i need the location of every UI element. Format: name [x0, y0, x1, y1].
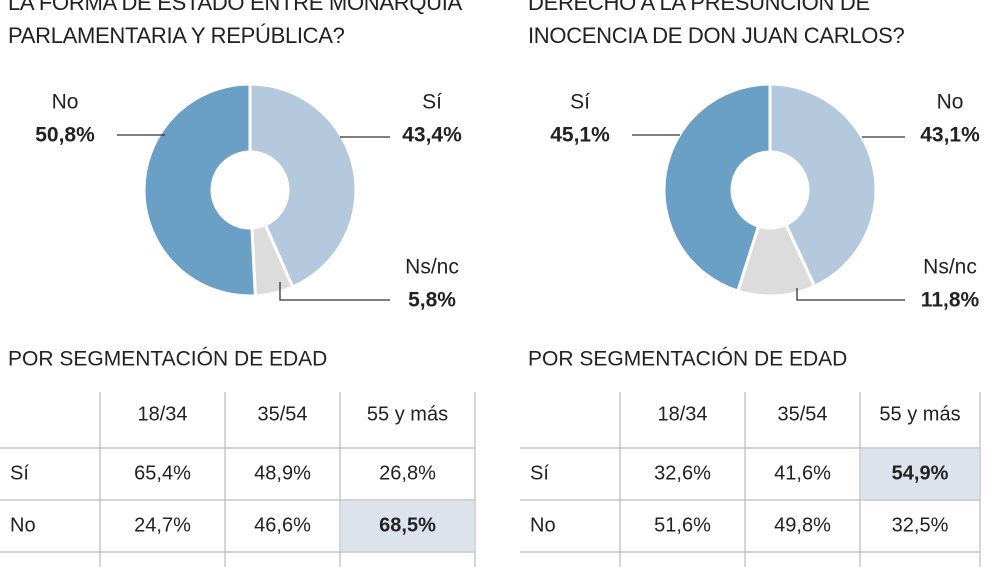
table-heading: POR SEGMENTACIÓN DE EDAD [8, 348, 327, 371]
table-cell: 26,8% [379, 462, 436, 484]
table-cell: 41,6% [774, 462, 831, 484]
table-cell: 48,9% [254, 462, 311, 484]
value-label: 11,8% [921, 289, 980, 312]
donut-segment [662, 82, 772, 293]
table-cell: 46,6% [254, 514, 311, 536]
table-cell: 32,5% [892, 514, 949, 536]
leader-line [279, 282, 390, 301]
column-header: 18/34 [137, 403, 187, 425]
row-label: Sí [10, 462, 29, 484]
value-label: 45,1% [550, 124, 610, 147]
table-cell: 65,4% [134, 462, 191, 484]
value-label: 43,1% [920, 124, 980, 147]
category-label: No [52, 91, 79, 114]
chart-title: LA FORMA DE ESTADO ENTRE MONARQUÍA [8, 0, 463, 15]
value-label: 50,8% [35, 124, 95, 147]
table-cell: 68,5% [379, 514, 436, 536]
highlight-cell [861, 449, 979, 499]
table-cell: 51,6% [654, 514, 711, 536]
chart-title: INOCENCIA DE DON JUAN CARLOS? [528, 23, 904, 48]
chart-title: DERECHO A LA PRESUNCIÓN DE [528, 0, 870, 15]
table-cell: 54,9% [892, 462, 949, 484]
column-header: 55 y más [879, 403, 960, 425]
leader-line [796, 288, 905, 301]
table-cell: 49,8% [774, 514, 831, 536]
table-heading: POR SEGMENTACIÓN DE EDAD [528, 348, 847, 371]
column-header: 18/34 [657, 403, 707, 425]
donut-segment [248, 82, 358, 289]
column-header: 35/54 [777, 403, 827, 425]
donut-segment [768, 82, 878, 289]
value-label: 5,8% [408, 289, 456, 312]
row-label: Sí [530, 462, 549, 484]
table-cell: 32,6% [654, 462, 711, 484]
value-label: 43,4% [402, 124, 462, 147]
column-header: 35/54 [257, 403, 307, 425]
category-label: No [937, 91, 964, 114]
chart-title: PARLAMENTARIA Y REPÚBLICA? [8, 23, 345, 48]
column-header: 55 y más [367, 403, 448, 425]
donut-segment [142, 82, 257, 298]
category-label: Ns/nc [405, 256, 459, 279]
category-label: Sí [570, 91, 590, 114]
category-label: Sí [422, 91, 442, 114]
highlight-cell [341, 501, 474, 551]
row-label: No [10, 514, 36, 536]
category-label: Ns/nc [923, 256, 977, 279]
row-label: No [530, 514, 556, 536]
table-cell: 24,7% [134, 514, 191, 536]
